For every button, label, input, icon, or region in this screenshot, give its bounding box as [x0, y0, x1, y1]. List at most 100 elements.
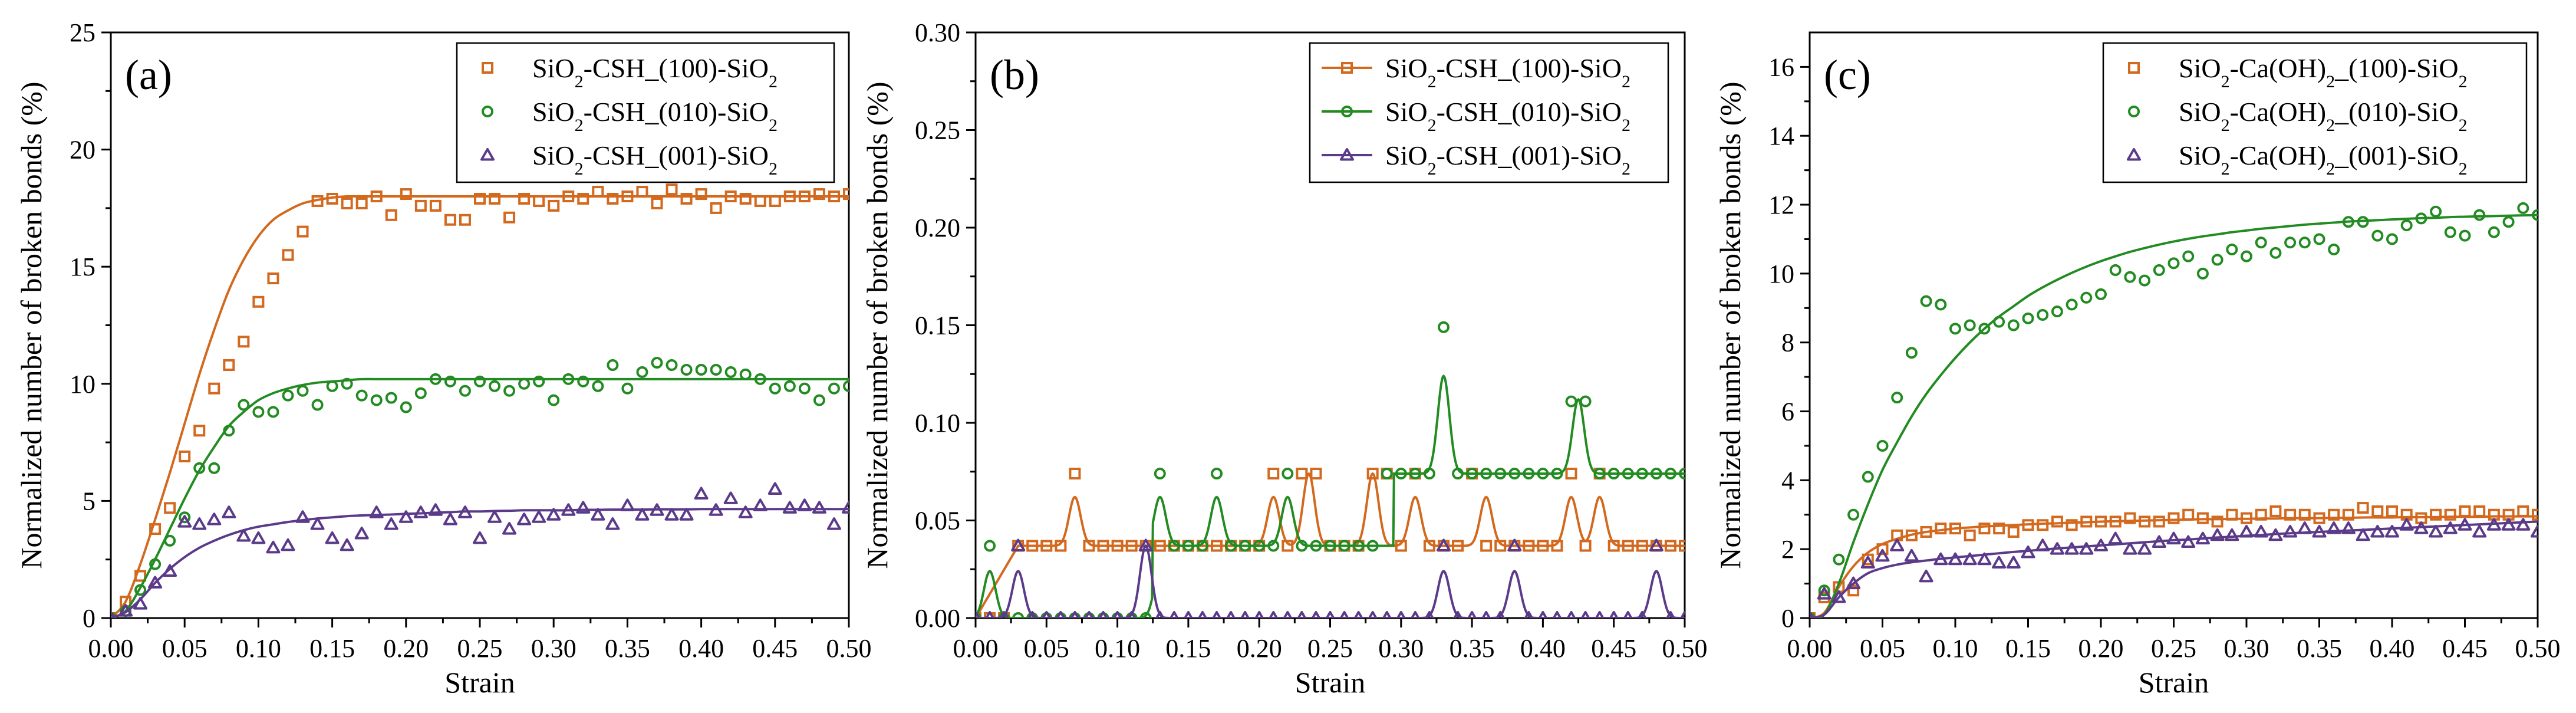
- data-point: [1565, 395, 1577, 408]
- legend-label: SiO2-CSH_(010)-SiO2: [532, 97, 778, 135]
- data-point: [1847, 508, 1860, 521]
- data-point: [2357, 216, 2369, 228]
- data-point: [2196, 267, 2209, 280]
- legend-marker: [1341, 106, 1353, 117]
- data-point: [238, 399, 250, 411]
- data-point: [163, 564, 177, 577]
- data-point: [2095, 288, 2107, 300]
- data-point: [1664, 540, 1676, 552]
- y-tick-label: 14: [1768, 121, 1794, 150]
- data-point: [2328, 243, 2340, 255]
- data-point: [1055, 540, 1067, 552]
- legend-text-2: -CSH_(001)-SiO: [584, 140, 769, 170]
- data-point: [2153, 264, 2165, 277]
- legend-sub-2: 2: [769, 159, 778, 179]
- data-point: [311, 195, 324, 207]
- data-point: [1623, 611, 1633, 618]
- data-point: [976, 611, 981, 618]
- data-point: [2443, 521, 2458, 534]
- data-point: [1155, 611, 1165, 618]
- data-point: [1267, 468, 1280, 480]
- legend-text-1: SiO: [2179, 140, 2221, 170]
- x-tick-label: 0.45: [2442, 634, 2488, 663]
- data-point: [2007, 319, 2020, 331]
- data-point: [1410, 611, 1420, 618]
- data-point: [1993, 316, 2005, 328]
- data-point: [2357, 502, 2369, 514]
- y-tick-label: 0.00: [915, 604, 960, 633]
- legend-sub-1: 2: [575, 72, 584, 91]
- data-point: [548, 394, 560, 406]
- data-point: [1524, 611, 1534, 618]
- data-point: [517, 512, 532, 525]
- data-point: [2226, 508, 2238, 521]
- x-tick-label: 0.05: [1860, 634, 1905, 663]
- y-tick-label: 10: [1768, 259, 1794, 288]
- data-point: [591, 508, 605, 521]
- data-point: [340, 538, 354, 551]
- legend-text-1: SiO: [2179, 53, 2221, 83]
- data-point: [1437, 321, 1450, 333]
- data-point: [2050, 542, 2064, 555]
- legend-sub-2: 2: [2326, 159, 2335, 179]
- legend-sub-2: 2: [769, 116, 778, 135]
- fit-line-(001): [976, 544, 1685, 618]
- data-point: [605, 517, 620, 530]
- legend: SiO2-CSH_(100)-SiO2SiO2-CSH_(010)-SiO2Si…: [1309, 42, 1669, 183]
- data-point: [2269, 505, 2282, 517]
- data-point: [2196, 512, 2209, 524]
- data-point: [1382, 611, 1392, 618]
- data-point: [251, 531, 266, 544]
- data-point: [1978, 523, 1991, 535]
- x-axis-label: Strain: [444, 666, 515, 699]
- legend-item-(010): SiO2-CSH_(010)-SiO2: [482, 97, 778, 135]
- data-point: [1831, 590, 1846, 603]
- data-point: [1452, 468, 1464, 480]
- data-point: [1169, 611, 1179, 618]
- data-point: [2269, 247, 2282, 259]
- data-point: [680, 363, 693, 376]
- data-point: [1523, 468, 1535, 480]
- data-point: [1935, 298, 1947, 311]
- data-point: [2414, 521, 2429, 534]
- data-point: [1679, 468, 1685, 480]
- legend-text-1: SiO: [1385, 97, 1428, 127]
- data-point: [1283, 611, 1293, 618]
- data-point: [999, 611, 1009, 618]
- data-point: [2021, 546, 2035, 558]
- legend-marker: [2128, 106, 2140, 117]
- legend-label: SiO2-CSH_(100)-SiO2: [1385, 53, 1630, 91]
- legend-marker: [1341, 62, 1353, 74]
- x-tick-label: 0.25: [2151, 634, 2196, 663]
- data-point: [1622, 468, 1634, 480]
- data-point: [2079, 542, 2094, 555]
- data-point: [282, 249, 294, 261]
- x-tick-label: 0.50: [2515, 634, 2561, 663]
- data-point: [984, 540, 996, 552]
- data-point: [1154, 540, 1166, 552]
- data-point: [2006, 556, 2021, 569]
- data-point: [636, 366, 648, 378]
- x-tick-label: 0.10: [1095, 634, 1140, 663]
- legend-marker: [2127, 148, 2141, 161]
- data-point: [710, 363, 722, 376]
- data-point: [1366, 468, 1379, 480]
- data-point: [620, 498, 635, 511]
- data-point: [2517, 505, 2529, 517]
- legend-text-2: -Ca(OH): [2230, 53, 2327, 83]
- legend-text-1: SiO: [1385, 140, 1428, 170]
- data-point: [1935, 523, 1947, 535]
- data-point: [1168, 540, 1180, 552]
- data-point: [2473, 209, 2486, 221]
- data-point: [384, 517, 398, 530]
- legend-item-(100): SiO2-Ca(OH)2_(100)-SiO2: [2128, 53, 2468, 91]
- data-point: [1636, 468, 1648, 480]
- x-tick-label: 0.30: [531, 634, 577, 663]
- y-tick-label: 15: [70, 252, 95, 281]
- data-point: [2458, 518, 2472, 531]
- y-axis-label: Normalized number of broken bonds (%): [861, 81, 894, 569]
- data-point: [429, 373, 442, 385]
- x-tick-label: 0.10: [236, 634, 281, 663]
- data-point: [1948, 552, 1962, 566]
- data-point: [1453, 611, 1463, 618]
